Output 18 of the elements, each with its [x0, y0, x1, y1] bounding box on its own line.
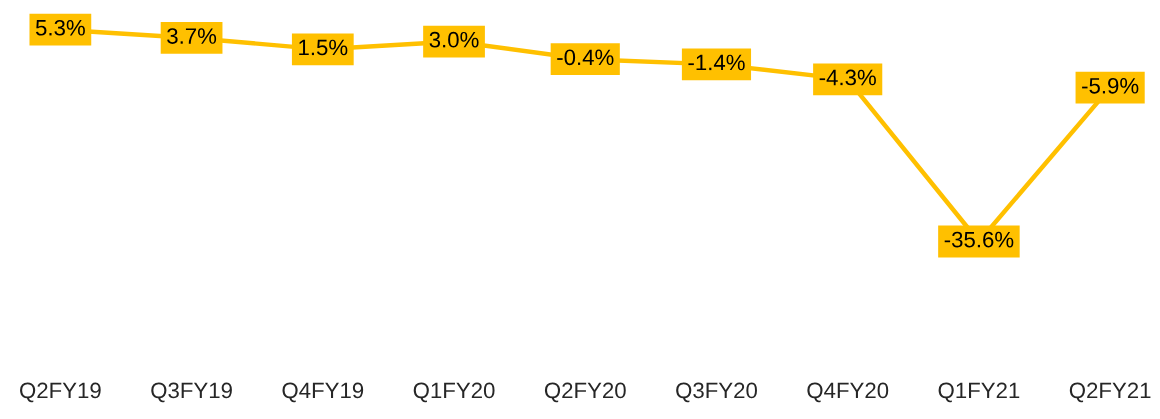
x-tick-label: Q4FY20	[807, 382, 889, 403]
data-label: -35.6%	[944, 231, 1014, 248]
data-label: 1.5%	[299, 39, 348, 56]
data-label: 5.3%	[35, 19, 85, 36]
data-label: 3.0%	[429, 31, 479, 48]
data-label: -4.3%	[819, 69, 876, 86]
x-tick-label: Q2FY19	[20, 382, 101, 403]
x-tick-label: Q1FY21	[938, 382, 1020, 403]
data-label: -0.4%	[557, 49, 614, 66]
x-tick-label: Q4FY19	[282, 382, 364, 403]
data-label: -5.9%	[1082, 77, 1139, 94]
x-tick-label: Q3FY20	[676, 382, 757, 403]
x-tick-label: Q1FY20	[413, 382, 495, 403]
data-label: -1.4%	[688, 54, 745, 71]
x-tick-label: Q2FY21	[1069, 382, 1151, 403]
x-tick-label: Q2FY20	[544, 382, 626, 403]
data-label: 3.7%	[167, 28, 217, 44]
x-tick-label: Q3FY19	[151, 382, 232, 403]
